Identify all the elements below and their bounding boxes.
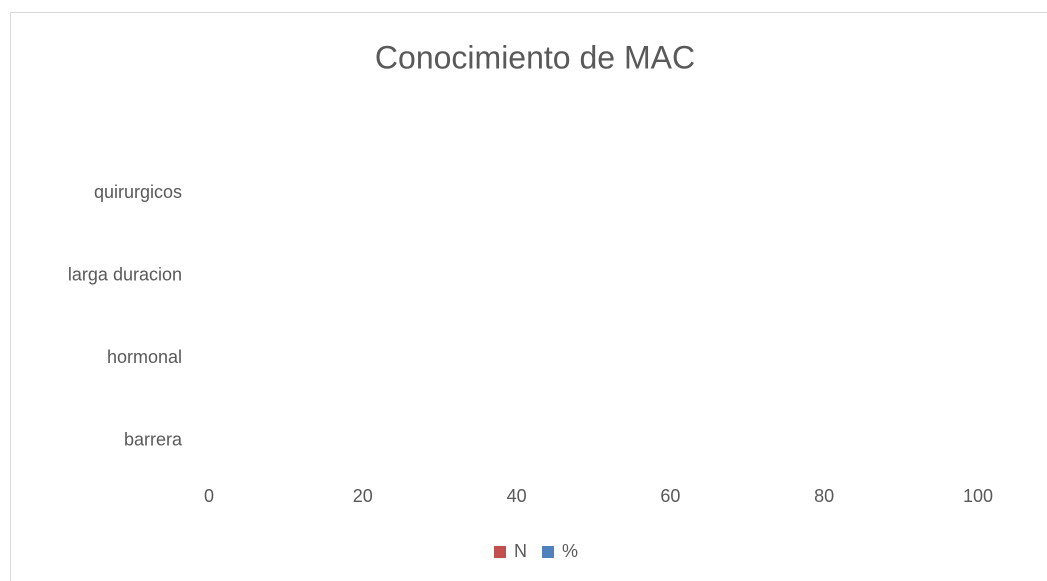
y-tick-label: quirurgicos bbox=[94, 182, 182, 202]
y-tick-label: larga duracion bbox=[68, 265, 182, 285]
legend-label: % bbox=[562, 541, 578, 561]
chart-title: Conocimiento de MAC bbox=[375, 39, 695, 75]
y-tick-label: barrera bbox=[124, 430, 183, 450]
x-tick-label: 0 bbox=[204, 486, 214, 506]
x-tick-label: 20 bbox=[353, 486, 373, 506]
x-tick-label: 100 bbox=[963, 486, 993, 506]
chart-border bbox=[10, 12, 1047, 581]
legend-swatch bbox=[542, 546, 554, 558]
y-tick-label: hormonal bbox=[107, 347, 182, 367]
x-tick-label: 80 bbox=[814, 486, 834, 506]
legend-swatch bbox=[494, 546, 506, 558]
x-tick-label: 40 bbox=[507, 486, 527, 506]
legend-label: N bbox=[514, 541, 527, 561]
x-tick-label: 60 bbox=[660, 486, 680, 506]
